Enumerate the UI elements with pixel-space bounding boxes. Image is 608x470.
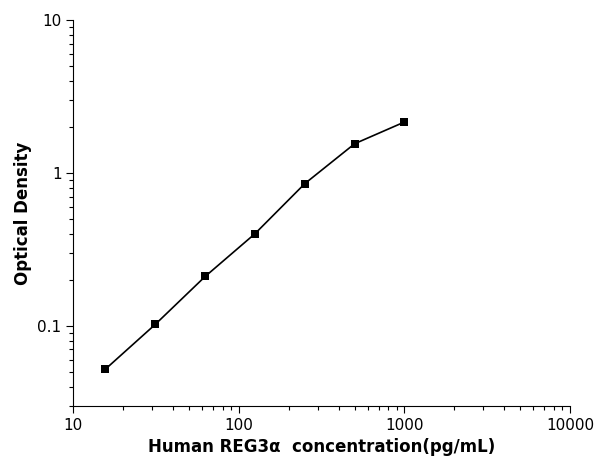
X-axis label: Human REG3α  concentration(pg/mL): Human REG3α concentration(pg/mL) <box>148 438 496 456</box>
Y-axis label: Optical Density: Optical Density <box>14 141 32 284</box>
Point <box>300 180 309 188</box>
Point <box>350 140 359 148</box>
Point <box>200 273 210 280</box>
Point <box>100 366 110 373</box>
Point <box>399 118 409 126</box>
Point <box>150 321 160 328</box>
Point <box>250 230 260 237</box>
